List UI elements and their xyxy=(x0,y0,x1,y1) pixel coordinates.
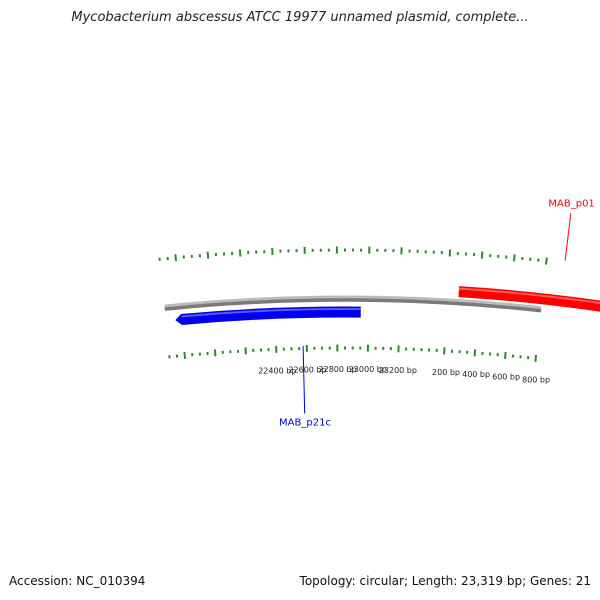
tick-label: 800 bp xyxy=(522,376,550,385)
inner-tick xyxy=(213,349,217,357)
accession-label: Accession: NC_010394 xyxy=(9,574,146,588)
gene-label[interactable]: MAB_p21c xyxy=(279,418,331,429)
outer-tick xyxy=(513,254,516,262)
map-title: Mycobacterium abscessus ATCC 19977 unnam… xyxy=(71,10,529,25)
gene-leader-line xyxy=(564,213,572,261)
inner-tick-ring xyxy=(168,344,538,362)
inner-tick xyxy=(534,354,538,362)
outer-tick-ring xyxy=(158,246,548,265)
gene-MAB_p01[interactable]: MAB_p01 xyxy=(458,199,600,313)
tick-label: 23000 bp xyxy=(349,365,387,374)
gene-leader-line xyxy=(302,345,306,414)
outer-tick xyxy=(480,251,484,259)
gene-highlight xyxy=(181,308,361,318)
gene-arrow[interactable] xyxy=(458,286,600,313)
gene-layer: MAB_p01 MAB_p21c xyxy=(175,199,600,429)
tick-label: 200 bp xyxy=(432,368,460,377)
tick-label: 22800 bp xyxy=(319,365,357,374)
gene-highlight xyxy=(458,287,600,305)
inner-tick xyxy=(183,351,186,359)
tick-label: 23200 bp xyxy=(379,366,417,375)
inner-tick xyxy=(473,349,477,357)
topology-summary: Topology: circular; Length: 23,319 bp; G… xyxy=(299,574,591,588)
gene-label[interactable]: MAB_p01 xyxy=(548,199,594,210)
tick-label: 400 bp xyxy=(462,370,490,379)
outer-tick xyxy=(174,254,177,262)
plasmid-backbone xyxy=(164,298,542,313)
outer-tick xyxy=(545,257,548,265)
tick-label: 22400 bp xyxy=(258,366,296,375)
gene-arrow[interactable] xyxy=(175,306,361,325)
inner-tick xyxy=(504,351,507,359)
outer-tick xyxy=(206,251,210,259)
tick-label: 22600 bp xyxy=(288,365,326,374)
gene-MAB_p21c[interactable]: MAB_p21c xyxy=(175,306,361,429)
tick-label: 600 bp xyxy=(492,373,520,382)
